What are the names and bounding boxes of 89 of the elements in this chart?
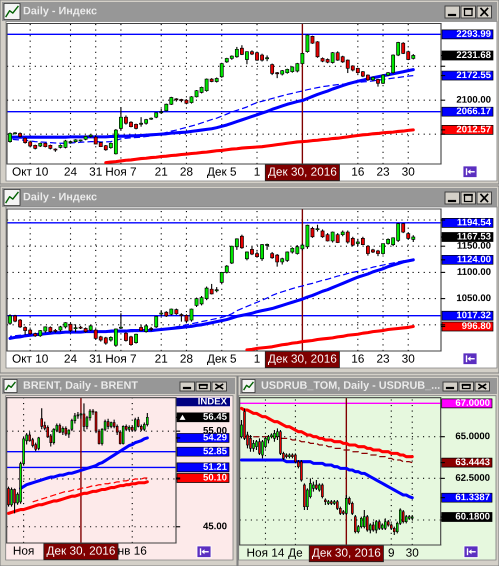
y-tick-label: 62.5000 (456, 474, 490, 481)
candlestick (136, 416, 140, 428)
y-tick-label: 61.3387 (456, 493, 490, 500)
x-tick-label: 31 (90, 354, 102, 363)
x-tick-label: 24 (64, 167, 77, 176)
candlestick (366, 514, 369, 532)
x-tick-label: 1 (254, 167, 260, 176)
candlestick (13, 488, 16, 514)
x-tick-label: 9 (388, 548, 394, 557)
y-tick-label: 55.00 (203, 426, 227, 434)
chart-title: Daily - Индекс (24, 6, 97, 17)
x-tick-label: 16 (352, 354, 364, 363)
candlestick (37, 436, 40, 451)
x-tick-label: Дек 30, 2016 (312, 548, 380, 559)
y-tick-label: 63.4443 (456, 458, 490, 466)
ref-line-label: 52.85 (203, 447, 227, 454)
x-tick-label: Окт 10 (12, 354, 48, 363)
x-tick-label: Де (288, 548, 302, 559)
candlestick (122, 424, 124, 446)
x-tick-label: 30 (402, 167, 414, 176)
x-tick-label: 28 (180, 167, 192, 176)
candlestick (146, 412, 149, 427)
candlestick (7, 486, 10, 508)
y-tick-label: 2231.68 (456, 51, 491, 58)
x-tick-label: Дек 30, 2016 (46, 546, 115, 557)
line-series (104, 128, 415, 164)
candlestick (300, 459, 303, 482)
chart-title: USDRUB_TOM, Daily - USDRUB_... (262, 380, 440, 392)
x-tick-label: Ноя 14 (247, 548, 284, 557)
line-series (6, 480, 149, 515)
chart-title: Daily - Индекс (24, 192, 97, 203)
ref-line-label: 2066.17 (456, 107, 491, 114)
line-series (240, 406, 414, 458)
x-tick-label: 21 (155, 354, 168, 363)
x-tick-label: Окт 10 (12, 167, 48, 176)
y-tick-label: 56.45 (203, 413, 227, 420)
ref-line-label: 67.0000 (456, 399, 490, 406)
x-tick-label: 1 (254, 354, 260, 363)
candlestick (345, 494, 348, 516)
y-tick-label: 50.10 (203, 474, 227, 481)
x-tick-label: Ноя 7 (106, 167, 136, 176)
candlestick (303, 482, 306, 511)
ref-line-label: 2293.99 (456, 30, 491, 37)
y-tick-label: 60.1800 (456, 512, 490, 520)
y-tick-label: 1050.00 (456, 294, 491, 302)
x-tick-label: Ноя (14, 546, 34, 555)
x-tick-label: 21 (155, 167, 168, 176)
y-tick-label: 996.80 (462, 322, 491, 330)
ref-line-label: 1017.32 (456, 312, 491, 318)
y-tick-label: 65.0000 (456, 432, 490, 440)
y-tick-label: 1167.53 (457, 232, 491, 240)
ref-line-label: 51.21 (203, 463, 227, 470)
ref-line-label: 1194.54 (457, 218, 491, 226)
candlestick (321, 482, 324, 499)
x-tick-label: 30 (406, 548, 418, 557)
x-tick-label: Дек 30, 2016 (268, 167, 336, 178)
x-tick-label: 23 (377, 167, 390, 176)
y-tick-label: 54.29 (203, 434, 227, 441)
text: INDEX (198, 398, 227, 404)
candlestick (154, 315, 158, 328)
candlestick (258, 438, 261, 456)
candlestick (255, 439, 258, 451)
candlestick (315, 479, 318, 491)
chart-title: BRENT, Daily - BRENT (24, 380, 138, 392)
x-tick-label: 24 (64, 354, 77, 363)
x-tick-label: нв 16 (118, 546, 146, 555)
y-tick-label: 1124.00 (457, 256, 491, 262)
y-tick-label: 1150.00 (457, 242, 491, 249)
x-tick-label: Дек 5 (207, 354, 236, 365)
x-tick-label: 23 (377, 354, 390, 363)
candlestick (64, 426, 68, 436)
candlestick (40, 408, 43, 430)
y-tick-label: 2172.55 (456, 71, 491, 78)
candlestick (336, 499, 339, 511)
x-tick-label: 30 (402, 354, 414, 363)
x-tick-label: Дек 30, 2016 (268, 354, 336, 365)
x-tick-label: Ноя 7 (106, 354, 136, 363)
candlestick (273, 429, 276, 442)
x-tick-label: 31 (90, 167, 102, 176)
y-tick-label: 1100.00 (457, 268, 491, 275)
y-tick-label: 2100.00 (456, 96, 491, 103)
line-series (245, 324, 415, 351)
candlestick (252, 439, 255, 452)
y-tick-label: 2012.57 (456, 126, 491, 132)
line-series (240, 458, 414, 500)
x-tick-label: 28 (180, 354, 192, 363)
y-tick-label: 45.00 (203, 522, 227, 530)
x-tick-label: 16 (352, 167, 364, 176)
x-tick-label: Дек 5 (207, 167, 236, 178)
